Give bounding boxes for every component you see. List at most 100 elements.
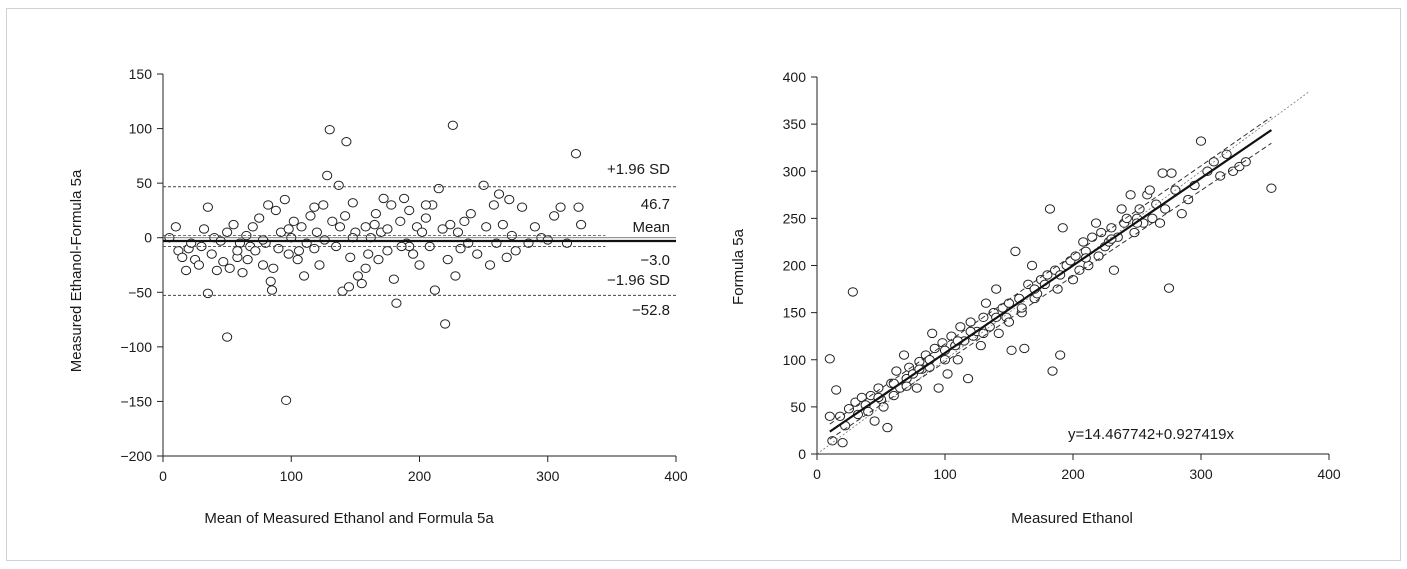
bland-altman-point bbox=[324, 124, 335, 135]
regression-equation: y=14.467742+0.927419x bbox=[1068, 426, 1234, 443]
regression-point bbox=[882, 422, 893, 433]
bland-altman-point bbox=[429, 285, 440, 295]
lower-loa-value: −52.8 bbox=[632, 302, 670, 319]
regression-point bbox=[955, 322, 966, 332]
bland-altman-x-tick-label: 300 bbox=[536, 468, 560, 484]
bland-altman-point bbox=[391, 298, 402, 308]
bland-altman-point bbox=[263, 200, 274, 210]
regression-point bbox=[1006, 345, 1017, 356]
regression-point bbox=[1266, 183, 1277, 193]
bland-altman-point bbox=[360, 222, 371, 232]
regression-point bbox=[1195, 136, 1207, 146]
bland-altman-point bbox=[414, 260, 425, 270]
bland-altman-x-tick-label: 200 bbox=[408, 468, 432, 484]
bland-altman-point bbox=[416, 227, 428, 237]
upper-loa-label: +1.96 SD bbox=[607, 161, 670, 178]
bland-altman-point bbox=[445, 219, 456, 230]
regression-point bbox=[933, 383, 944, 393]
bland-altman-point bbox=[279, 194, 290, 205]
bland-altman-point bbox=[266, 285, 278, 295]
bland-altman-point bbox=[356, 278, 367, 289]
regression-line bbox=[829, 129, 1273, 433]
bland-altman-point bbox=[363, 249, 374, 259]
bland-altman-plot: 0 100 200 300 400 150 100 50 0 −50 −100 −150 −200 M… bbox=[68, 66, 688, 527]
mean-label: Mean bbox=[632, 219, 670, 236]
regression-point bbox=[1044, 204, 1056, 214]
bland-altman-point bbox=[345, 252, 356, 263]
regression-point bbox=[869, 416, 880, 426]
bland-altman-point bbox=[493, 189, 505, 199]
regression-point bbox=[873, 383, 884, 393]
regression-point bbox=[1070, 251, 1081, 261]
bland-altman-point bbox=[481, 222, 492, 232]
bland-altman-point bbox=[455, 243, 466, 254]
regression-point bbox=[1144, 185, 1155, 195]
regression-point bbox=[843, 404, 855, 414]
bland-altman-point bbox=[257, 260, 269, 270]
fit-ci-lower-line bbox=[829, 142, 1272, 440]
regression-point bbox=[978, 328, 989, 339]
bland-altman-point bbox=[465, 209, 476, 219]
bland-altman-point bbox=[504, 194, 515, 205]
regression-point bbox=[1010, 246, 1021, 257]
regression-point bbox=[901, 381, 912, 391]
regression-x-tick-label: 100 bbox=[933, 466, 957, 482]
bland-altman-point bbox=[283, 224, 294, 234]
bland-altman-point bbox=[573, 202, 584, 212]
bland-altman-point bbox=[218, 257, 229, 267]
bland-altman-point bbox=[222, 332, 233, 342]
bland-altman-point bbox=[283, 249, 294, 259]
regression-point bbox=[1160, 204, 1171, 214]
regression-x-tick-label: 0 bbox=[813, 466, 821, 482]
regression-y-label: Formula 5a bbox=[730, 228, 747, 305]
regression-point bbox=[939, 355, 951, 365]
bland-altman-point bbox=[333, 180, 344, 191]
regression-point bbox=[1019, 343, 1030, 354]
regression-point bbox=[837, 437, 848, 448]
bland-altman-point bbox=[472, 249, 483, 259]
regression-y-tick-label: 200 bbox=[783, 258, 807, 274]
bland-altman-y-ticks: 150 100 50 0 −50 −100 −150 −200 bbox=[120, 66, 163, 464]
regression-point bbox=[898, 350, 910, 360]
regression-point bbox=[1176, 208, 1187, 219]
bland-altman-point bbox=[292, 254, 303, 265]
bland-altman-y-label: Measured Ethanol-Formula 5a bbox=[68, 169, 85, 372]
bland-altman-point bbox=[360, 263, 371, 273]
regression-point bbox=[942, 369, 953, 379]
bland-altman-point bbox=[177, 252, 188, 263]
regression-point bbox=[824, 411, 835, 421]
bland-altman-point bbox=[340, 211, 351, 221]
bland-altman-point bbox=[293, 246, 305, 256]
bland-altman-point bbox=[305, 211, 316, 221]
regression-plot: 0 100 200 300 400 400 350 300 250 200 150 100 50 0 M… bbox=[730, 69, 1341, 527]
bland-altman-point bbox=[311, 227, 322, 237]
bland-altman-point bbox=[433, 183, 444, 194]
bland-altman-point bbox=[399, 193, 410, 204]
bland-altman-point bbox=[478, 180, 489, 191]
bland-altman-x-ticks: 0 100 200 300 400 bbox=[159, 456, 688, 484]
regression-point bbox=[1055, 350, 1066, 360]
bland-altman-point bbox=[334, 222, 346, 232]
regression-x-tick-label: 400 bbox=[1317, 466, 1341, 482]
bland-altman-point bbox=[268, 263, 279, 273]
bland-altman-y-tick-label: 50 bbox=[136, 175, 152, 191]
bland-altman-point bbox=[516, 202, 528, 212]
bland-altman-point bbox=[170, 222, 181, 232]
bland-altman-point bbox=[270, 205, 281, 216]
bland-altman-y-tick-label: 0 bbox=[144, 230, 152, 246]
bland-altman-point bbox=[202, 202, 213, 212]
bland-altman-point bbox=[196, 241, 207, 252]
regression-y-tick-label: 250 bbox=[783, 210, 807, 226]
bland-altman-point bbox=[228, 219, 239, 230]
bland-altman-point bbox=[341, 136, 352, 147]
regression-point bbox=[1096, 227, 1107, 238]
regression-point bbox=[1047, 366, 1058, 376]
bland-altman-point bbox=[459, 216, 470, 227]
bland-altman-point bbox=[388, 274, 399, 284]
regression-point bbox=[1074, 265, 1085, 275]
regression-point bbox=[863, 406, 874, 417]
bland-altman-point bbox=[347, 198, 358, 208]
regression-y-tick-label: 350 bbox=[783, 116, 807, 132]
bland-altman-point bbox=[343, 282, 355, 292]
bland-altman-y-tick-label: 150 bbox=[129, 66, 153, 82]
